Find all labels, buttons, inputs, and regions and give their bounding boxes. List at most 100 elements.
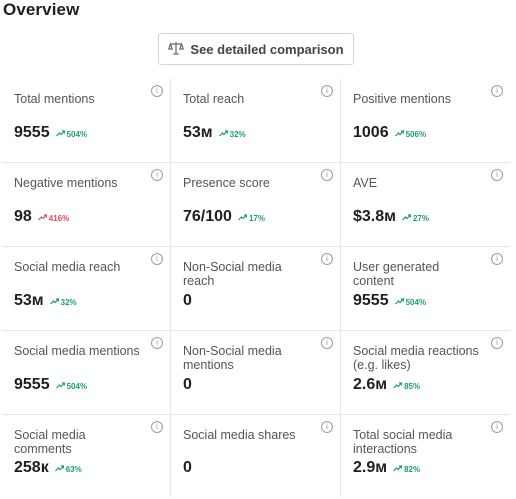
metric-card-social-media-reactions-e-g-likes: Social media reactions (e.g. likes) i 2.6м… (341, 331, 510, 415)
metric-change-value: 17% (248, 214, 265, 223)
info-icon[interactable]: i (151, 169, 163, 181)
metric-value-row: 9555 504% (14, 376, 87, 394)
metric-value-row: $3.8м 27% (353, 208, 429, 226)
metric-value-row: 1006 506% (353, 124, 426, 142)
metric-label: Social media shares (183, 428, 296, 442)
metric-value: 2.9м (353, 459, 388, 476)
info-icon[interactable]: i (491, 421, 503, 433)
metric-card-total-mentions: Total mentions i 9555 504% (2, 79, 171, 163)
metric-value-row: 0 (183, 459, 192, 477)
metric-change-value: 504% (66, 382, 88, 391)
metric-label: Total mentions (14, 92, 95, 106)
metric-value-row: 53м 32% (14, 292, 77, 310)
metrics-grid: Total mentions i 9555 504% Total reach i 53м 32… (2, 79, 510, 497)
metric-value: 9555 (14, 124, 50, 141)
info-icon[interactable]: i (321, 253, 333, 265)
trend-up-icon (218, 130, 228, 139)
metric-card-social-media-mentions: Social media mentions i 9555 504% (2, 331, 171, 415)
metric-card-social-media-reach: Social media reach i 53м 32% (2, 247, 171, 331)
metric-label: Presence score (183, 176, 270, 190)
metric-label: Social media reactions (e.g. likes) (353, 344, 479, 372)
metric-change-badge: 85% (393, 382, 420, 391)
metric-label: AVE (353, 176, 378, 190)
trend-up-icon (238, 214, 248, 223)
metric-card-social-media-comments: Social media comments i 258к 63% (2, 415, 171, 497)
metric-value-row: 0 (183, 376, 192, 394)
info-icon[interactable]: i (321, 169, 333, 181)
metric-value: 9555 (353, 292, 389, 309)
info-icon[interactable]: i (491, 253, 503, 265)
trend-up-icon (394, 298, 404, 307)
metric-card-user-generated-content: User generated content i 9555 504% (341, 247, 510, 331)
metric-change-badge: 32% (218, 130, 246, 139)
metric-value: 2.6м (353, 376, 388, 393)
trend-up-icon (393, 465, 403, 474)
info-icon[interactable]: i (151, 85, 163, 97)
metric-card-positive-mentions: Positive mentions i 1006 506% (341, 79, 510, 163)
metric-value: $3.8м (353, 208, 396, 225)
metric-value-row: 0 (183, 292, 192, 310)
metric-label: Total reach (183, 92, 245, 106)
metric-value: 0 (183, 376, 192, 393)
metric-change-badge: 504% (394, 298, 427, 307)
trend-up-icon (402, 214, 412, 223)
scale-icon (168, 40, 185, 59)
metric-card-non-social-media-mentions: Non-Social media mentions i 0 (171, 331, 341, 415)
metric-card-total-reach: Total reach i 53м 32% (171, 79, 341, 163)
trend-up-icon (393, 382, 403, 391)
metric-change-badge: 32% (49, 298, 77, 307)
metric-change-badge: 416% (37, 214, 69, 223)
metric-label: User generated content (353, 260, 440, 288)
trend-up-icon (49, 298, 59, 307)
metric-change-value: 504% (405, 298, 427, 307)
metric-label: Positive mentions (353, 92, 451, 106)
metric-change-badge: 82% (393, 465, 420, 474)
metric-change-value: 82% (404, 465, 421, 474)
metric-card-ave: AVE i $3.8м 27% (341, 163, 510, 247)
info-icon[interactable]: i (491, 169, 503, 181)
metric-value: 258к (14, 459, 49, 476)
metric-value: 76/100 (183, 208, 232, 225)
metric-change-value: 32% (229, 130, 246, 139)
metric-value-row: 2.9м 82% (353, 459, 420, 477)
metric-label: Non-Social media reach (183, 260, 282, 288)
metric-value: 53м (14, 292, 44, 309)
trend-up-icon (394, 130, 404, 139)
metric-value-row: 98 416% (14, 208, 69, 226)
metric-change-badge: 63% (54, 465, 82, 474)
metric-label: Social media comments (14, 428, 86, 456)
metric-card-non-social-media-reach: Non-Social media reach i 0 (171, 247, 341, 331)
info-icon[interactable]: i (491, 337, 503, 349)
info-icon[interactable]: i (321, 337, 333, 349)
metric-change-badge: 506% (394, 130, 426, 139)
metric-card-presence-score: Presence score i 76/100 17% (171, 163, 341, 247)
metric-change-value: 85% (404, 382, 421, 391)
metric-change-value: 27% (412, 214, 429, 223)
metric-label: Non-Social media mentions (183, 344, 282, 372)
trend-up-icon (55, 382, 65, 391)
metric-value-row: 2.6м 85% (353, 376, 420, 394)
metric-change-value: 63% (65, 465, 82, 474)
metric-value: 9555 (14, 376, 50, 393)
trend-down-icon (37, 214, 47, 223)
page-title: Overview (3, 0, 80, 19)
info-icon[interactable]: i (151, 253, 163, 265)
see-detailed-comparison-button[interactable]: See detailed comparison (158, 33, 354, 65)
info-icon[interactable]: i (321, 421, 333, 433)
metric-change-badge: 17% (238, 214, 265, 223)
info-icon[interactable]: i (151, 421, 163, 433)
info-icon[interactable]: i (151, 337, 163, 349)
info-icon[interactable]: i (321, 85, 333, 97)
metric-change-badge: 504% (55, 382, 88, 391)
metric-value-row: 258к 63% (14, 459, 82, 477)
metric-label: Negative mentions (14, 176, 118, 190)
metric-value: 0 (183, 459, 192, 476)
info-icon[interactable]: i (491, 85, 503, 97)
metric-change-badge: 27% (402, 214, 429, 223)
compare-button-label: See detailed comparison (190, 41, 344, 57)
metric-label: Total social media interactions (353, 428, 453, 456)
metric-value: 53м (183, 124, 213, 141)
metric-value-row: 76/100 17% (183, 208, 265, 226)
metric-change-value: 32% (60, 298, 77, 307)
metric-change-value: 504% (66, 130, 88, 139)
